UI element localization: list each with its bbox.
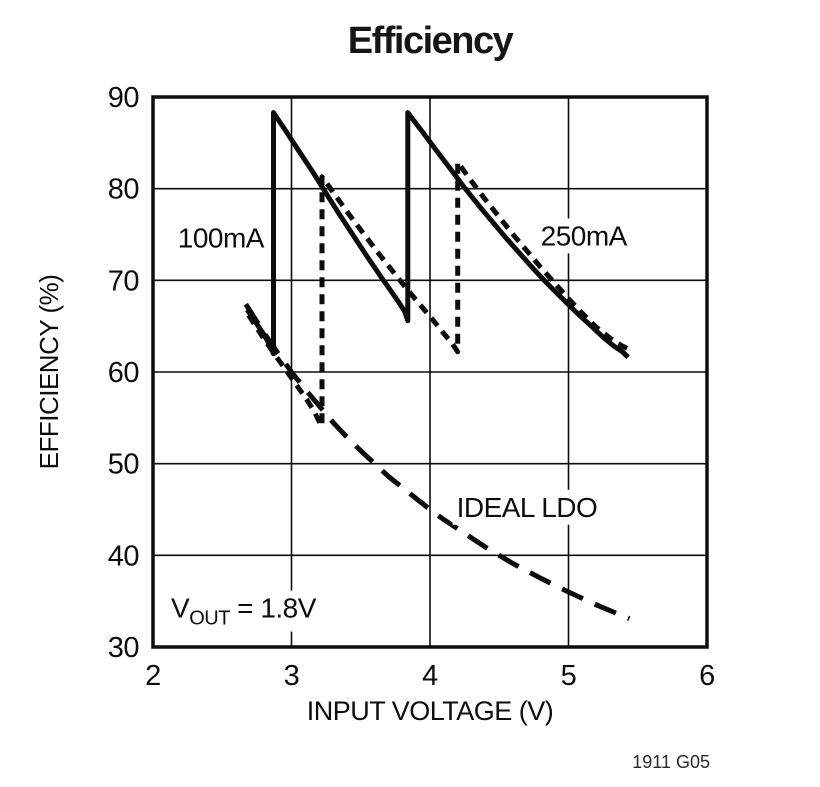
- y-tick-label: 70: [108, 265, 139, 297]
- chart-title: Efficiency: [347, 20, 514, 62]
- label-250ma-halo: [536, 218, 632, 254]
- label-ideal-ldo: IDEAL LDO: [457, 492, 598, 523]
- label-vout-halo: [167, 590, 321, 632]
- label-100ma: 100mA: [178, 222, 265, 253]
- y-tick-label: 30: [108, 632, 139, 664]
- label-100ma-text: 100mA: [178, 222, 265, 253]
- series-ideal-ldo-line: [243, 302, 631, 621]
- series-100ma-line: [245, 110, 630, 360]
- label-250ma: 250mA: [541, 220, 628, 251]
- label-ideal-ldo-halo: [452, 489, 602, 525]
- y-tick-label: 60: [108, 357, 139, 389]
- figure-code: 1911 G05: [632, 752, 710, 772]
- label-vout-text: = 1.8V: [230, 593, 317, 624]
- x-tick-label: 3: [284, 660, 300, 692]
- x-axis-label: INPUT VOLTAGE (V): [307, 696, 554, 726]
- y-tick-label: 90: [108, 82, 139, 114]
- x-tick-label: 6: [699, 660, 715, 692]
- y-tick-label: 80: [108, 174, 139, 206]
- label-250ma-text: 250mA: [541, 220, 628, 251]
- x-tick-label: 2: [145, 660, 161, 692]
- y-tick-label: 40: [108, 540, 139, 572]
- x-tick-label: 4: [422, 660, 438, 692]
- label-vout: VOUT = 1.8V: [171, 593, 317, 630]
- label-100ma-halo: [173, 220, 269, 256]
- label-vout-text: V: [171, 593, 190, 624]
- series-250ma-line: [246, 159, 634, 429]
- x-tick-label: 5: [561, 660, 577, 692]
- plot-frame: [151, 95, 709, 649]
- y-axis-label: EFFICIENCY (%): [34, 275, 64, 470]
- label-ideal-ldo-text: IDEAL LDO: [457, 492, 598, 523]
- label-vout-subscript: OUT: [189, 608, 230, 630]
- y-tick-label: 50: [108, 449, 139, 481]
